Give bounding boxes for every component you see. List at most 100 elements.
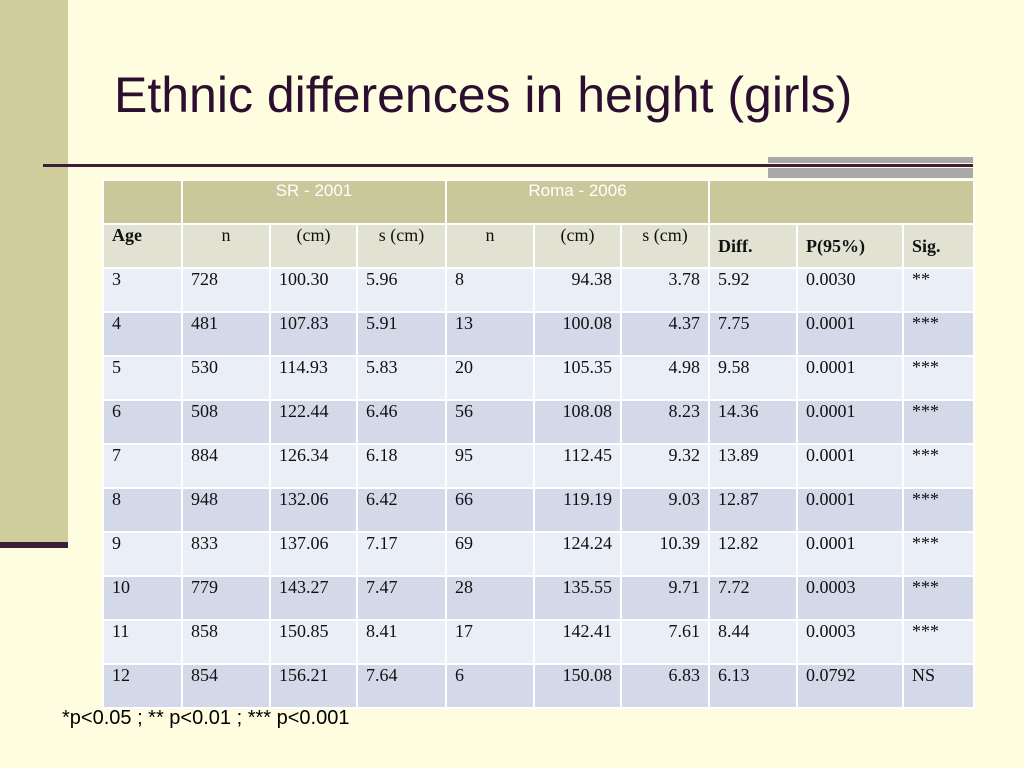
cell-sr-n: 858 — [181, 619, 271, 665]
group-header-row: SR - 2001 Roma - 2006 — [102, 179, 976, 225]
cell-sr-sd: 5.91 — [356, 311, 447, 357]
table-row: 4 481 107.83 5.91 13 100.08 4.37 7.75 0.0001 *** — [102, 311, 976, 357]
cell-sr-sd: 5.83 — [356, 355, 447, 401]
cell-sig: *** — [902, 355, 976, 401]
cell-roma-mean: 105.35 — [533, 355, 622, 401]
cell-roma-sd: 6.83 — [619, 663, 711, 709]
cell-sr-n: 779 — [181, 575, 271, 621]
cell-p95: 0.0003 — [796, 619, 905, 665]
cell-sig: *** — [902, 531, 976, 577]
cell-sr-n: 854 — [181, 663, 271, 709]
slide-title: Ethnic differences in height (girls) — [114, 67, 853, 123]
cell-roma-n: 28 — [445, 575, 535, 621]
cell-roma-mean: 108.08 — [533, 399, 622, 445]
cell-sr-n: 948 — [181, 487, 271, 533]
cell-roma-n: 69 — [445, 531, 535, 577]
table-row: 8 948 132.06 6.42 66 119.19 9.03 12.87 0.0001 *** — [102, 487, 976, 533]
cell-roma-n: 95 — [445, 443, 535, 489]
cell-sig: NS — [902, 663, 976, 709]
cell-diff: 14.36 — [708, 399, 799, 445]
cell-p95: 0.0001 — [796, 487, 905, 533]
cell-diff: 12.82 — [708, 531, 799, 577]
cell-p95: 0.0001 — [796, 443, 905, 489]
table-row: 5 530 114.93 5.83 20 105.35 4.98 9.58 0.0001 *** — [102, 355, 976, 401]
cell-sig: *** — [902, 619, 976, 665]
cell-sr-sd: 6.46 — [356, 399, 447, 445]
cell-sr-sd: 7.47 — [356, 575, 447, 621]
cell-sr-mean: 126.34 — [269, 443, 358, 489]
cell-p95: 0.0792 — [796, 663, 905, 709]
col-header-diff: Diff. — [708, 223, 799, 269]
cell-roma-n: 56 — [445, 399, 535, 445]
cell-sr-mean: 137.06 — [269, 531, 358, 577]
cell-roma-n: 13 — [445, 311, 535, 357]
cell-roma-n: 8 — [445, 267, 535, 313]
cell-roma-mean: 119.19 — [533, 487, 622, 533]
cell-diff: 6.13 — [708, 663, 799, 709]
column-header-row: Age n (cm) s (cm) n (cm) s (cm) Diff. P(… — [102, 223, 976, 269]
cell-diff: 7.75 — [708, 311, 799, 357]
table-row: 3 728 100.30 5.96 8 94.38 3.78 5.92 0.0030 ** — [102, 267, 976, 313]
left-decor-bar — [0, 542, 68, 548]
cell-sr-n: 481 — [181, 311, 271, 357]
cell-p95: 0.0003 — [796, 575, 905, 621]
cell-roma-sd: 8.23 — [619, 399, 711, 445]
cell-roma-n: 66 — [445, 487, 535, 533]
cell-age: 3 — [102, 267, 183, 313]
cell-roma-n: 17 — [445, 619, 535, 665]
cell-roma-mean: 124.24 — [533, 531, 622, 577]
cell-age: 12 — [102, 663, 183, 709]
cell-age: 11 — [102, 619, 183, 665]
cell-sr-mean: 143.27 — [269, 575, 358, 621]
cell-diff: 8.44 — [708, 619, 799, 665]
table-row: 6 508 122.44 6.46 56 108.08 8.23 14.36 0.0001 *** — [102, 399, 976, 445]
cell-roma-n: 6 — [445, 663, 535, 709]
col-header-sig: Sig. — [902, 223, 976, 269]
table-row: 7 884 126.34 6.18 95 112.45 9.32 13.89 0.0001 *** — [102, 443, 976, 489]
cell-p95: 0.0001 — [796, 531, 905, 577]
title-underline — [43, 164, 973, 167]
significance-footnote: *p<0.05 ; ** p<0.01 ; *** p<0.001 — [62, 707, 350, 729]
col-header-age: Age — [102, 223, 183, 269]
cell-diff: 5.92 — [708, 267, 799, 313]
height-table: SR - 2001 Roma - 2006 Age n (cm) s (cm) … — [102, 179, 976, 709]
cell-sr-mean: 150.85 — [269, 619, 358, 665]
cell-sr-mean: 100.30 — [269, 267, 358, 313]
group-header-roma: Roma - 2006 — [444, 179, 711, 225]
cell-sr-sd: 6.42 — [356, 487, 447, 533]
cell-sig: *** — [902, 311, 976, 357]
cell-sr-n: 530 — [181, 355, 271, 401]
cell-sr-sd: 6.18 — [356, 443, 447, 489]
cell-diff: 12.87 — [708, 487, 799, 533]
group-header-comparison — [708, 179, 976, 225]
cell-roma-sd: 4.98 — [619, 355, 711, 401]
col-header-sr-sd: s (cm) — [356, 223, 447, 269]
cell-age: 5 — [102, 355, 183, 401]
cell-roma-sd: 3.78 — [619, 267, 711, 313]
group-header-sr: SR - 2001 — [181, 179, 447, 225]
cell-diff: 7.72 — [708, 575, 799, 621]
col-header-p95: P(95%) — [796, 223, 905, 269]
cell-roma-mean: 100.08 — [533, 311, 622, 357]
cell-sr-n: 728 — [181, 267, 271, 313]
cell-age: 9 — [102, 531, 183, 577]
table-row: 11 858 150.85 8.41 17 142.41 7.61 8.44 0.0003 *** — [102, 619, 976, 665]
cell-sr-mean: 132.06 — [269, 487, 358, 533]
cell-sig: *** — [902, 443, 976, 489]
cell-p95: 0.0030 — [796, 267, 905, 313]
cell-roma-mean: 135.55 — [533, 575, 622, 621]
table-row: 10 779 143.27 7.47 28 135.55 9.71 7.72 0.0003 *** — [102, 575, 976, 621]
decor-stripe-top — [768, 157, 973, 163]
table-row: 12 854 156.21 7.64 6 150.08 6.83 6.13 0.0792 NS — [102, 663, 976, 709]
cell-sr-sd: 7.17 — [356, 531, 447, 577]
col-header-roma-sd: s (cm) — [619, 223, 711, 269]
table-body: 3 728 100.30 5.96 8 94.38 3.78 5.92 0.0030 ** 4 481… — [102, 267, 976, 709]
cell-roma-sd: 4.37 — [619, 311, 711, 357]
decor-stripe-bottom — [768, 168, 973, 178]
cell-sig: *** — [902, 575, 976, 621]
cell-p95: 0.0001 — [796, 355, 905, 401]
cell-sig: ** — [902, 267, 976, 313]
cell-p95: 0.0001 — [796, 399, 905, 445]
cell-sr-n: 884 — [181, 443, 271, 489]
group-header-empty — [102, 179, 183, 225]
